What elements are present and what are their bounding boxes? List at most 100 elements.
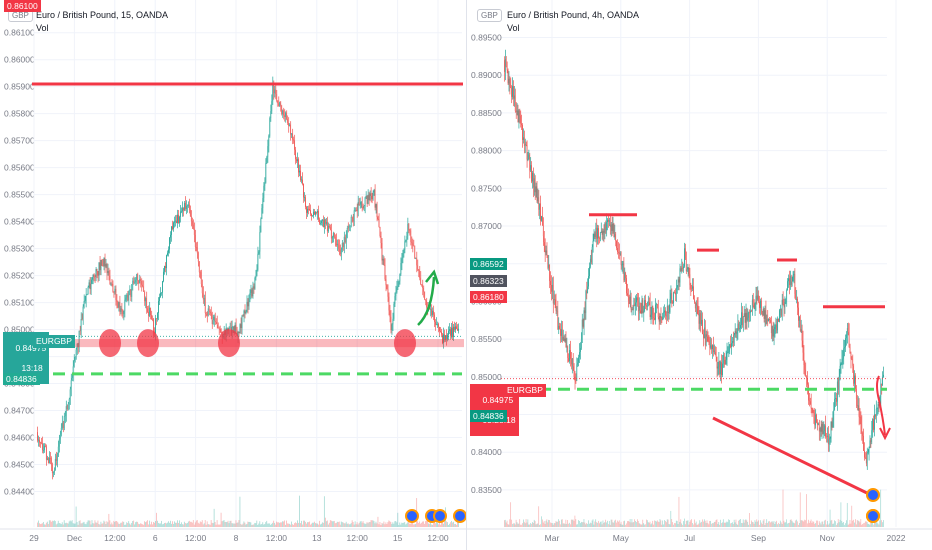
candle-body <box>229 327 231 329</box>
candle-body <box>613 223 615 238</box>
volume-bar <box>129 523 131 527</box>
candle-body <box>450 329 451 336</box>
volume-bar <box>703 519 705 527</box>
candle-body <box>152 318 153 320</box>
x-tick-label: 6 <box>153 533 158 543</box>
volume-bar <box>572 519 574 527</box>
volume-bar <box>207 524 209 527</box>
candle-body <box>437 324 438 325</box>
volume-bar <box>671 519 673 527</box>
candle-body <box>135 279 137 283</box>
volume-bar <box>805 520 806 527</box>
candle-body <box>179 211 181 217</box>
x-tick-label: 12:00 <box>347 533 369 543</box>
candle-body <box>730 344 731 347</box>
candle-body <box>609 220 611 227</box>
candle-body <box>876 408 878 410</box>
volume-bar <box>635 520 636 527</box>
volume-bar <box>697 524 699 527</box>
right-chart-pane[interactable]: 0.89500 0.89000 0.88500 0.88000 0.87500 0.870… <box>467 0 932 550</box>
pane-divider[interactable] <box>466 0 467 550</box>
volume-bar <box>349 524 351 527</box>
candle-body <box>436 324 437 326</box>
candle-body <box>707 336 709 342</box>
candle-body <box>573 366 575 377</box>
volume-bar <box>331 521 333 527</box>
candle-body <box>836 398 837 402</box>
candle-body <box>269 118 271 136</box>
volume-bar <box>592 519 594 527</box>
volume-bar <box>574 515 576 527</box>
candle-body <box>668 311 670 314</box>
candle-body <box>188 204 190 210</box>
volume-bar <box>205 524 207 527</box>
volume-bar <box>63 520 65 527</box>
volume-bar <box>90 524 92 527</box>
volume-bar <box>176 522 177 527</box>
volume-bar <box>672 522 673 527</box>
left-chart-canvas[interactable]: 0.861000.860000.859000.858000.857000.856… <box>0 0 466 550</box>
candle-body <box>844 347 845 349</box>
candle-body <box>424 291 425 300</box>
volume-bar <box>222 520 224 527</box>
volume-bar <box>525 519 527 527</box>
volume-bar <box>294 523 295 527</box>
candle-body <box>70 380 72 390</box>
volume-bar <box>144 521 145 527</box>
volume-bar <box>807 523 808 527</box>
x-tick-label: Mar <box>545 533 560 543</box>
candle-body <box>286 112 287 120</box>
candle-body <box>193 228 195 235</box>
candle-body <box>714 350 716 353</box>
candle-body <box>415 257 417 259</box>
candle-body <box>326 222 328 232</box>
candle-body <box>185 205 187 210</box>
volume-bar <box>739 519 740 527</box>
candle-body <box>178 216 180 224</box>
candle-body <box>237 331 239 336</box>
right-currency-button[interactable]: GBP <box>477 9 502 22</box>
candle-body <box>800 329 802 331</box>
candle-body <box>294 140 295 150</box>
candle-body <box>366 195 368 204</box>
candle-body <box>125 297 127 300</box>
candle-body <box>861 424 863 434</box>
candle-body <box>640 310 642 314</box>
volume-bar <box>638 523 640 527</box>
candle-body <box>119 302 121 312</box>
candle-body <box>297 159 298 162</box>
candle-body <box>263 185 265 199</box>
volume-bar <box>366 522 368 527</box>
candle-body <box>873 419 874 430</box>
candle-body <box>653 317 654 319</box>
candle-body <box>143 286 144 292</box>
volume-bar <box>609 524 611 527</box>
left-chart-pane[interactable]: 0.86100 0.86000 0.85900 0.85800 0.85700 0.856… <box>0 0 466 550</box>
candle-body <box>619 253 621 254</box>
candle-body <box>250 289 252 293</box>
volume-bar <box>150 524 151 527</box>
candle-body <box>68 399 70 405</box>
right-chart-canvas[interactable]: 0.895000.890000.885000.880000.875000.870… <box>467 0 932 550</box>
volume-bar <box>102 523 104 527</box>
volume-bar <box>731 522 732 527</box>
candle-body <box>514 95 516 112</box>
volume-bar <box>455 523 456 527</box>
candle-body <box>108 271 110 277</box>
volume-bar <box>410 523 412 527</box>
volume-bar <box>148 524 149 527</box>
candle-body <box>882 376 883 386</box>
volume-bar <box>57 520 59 527</box>
candle-body <box>377 217 379 220</box>
candle-body <box>647 301 649 307</box>
volume-bar <box>808 519 809 527</box>
volume-bar <box>554 523 556 527</box>
candle-body <box>698 314 700 324</box>
volume-bar <box>615 519 616 527</box>
volume-bar <box>101 523 103 527</box>
candle-body <box>447 334 448 340</box>
candle-body <box>622 263 624 265</box>
candle-body <box>202 293 204 300</box>
candle-body <box>82 306 84 320</box>
volume-bar <box>779 523 780 527</box>
